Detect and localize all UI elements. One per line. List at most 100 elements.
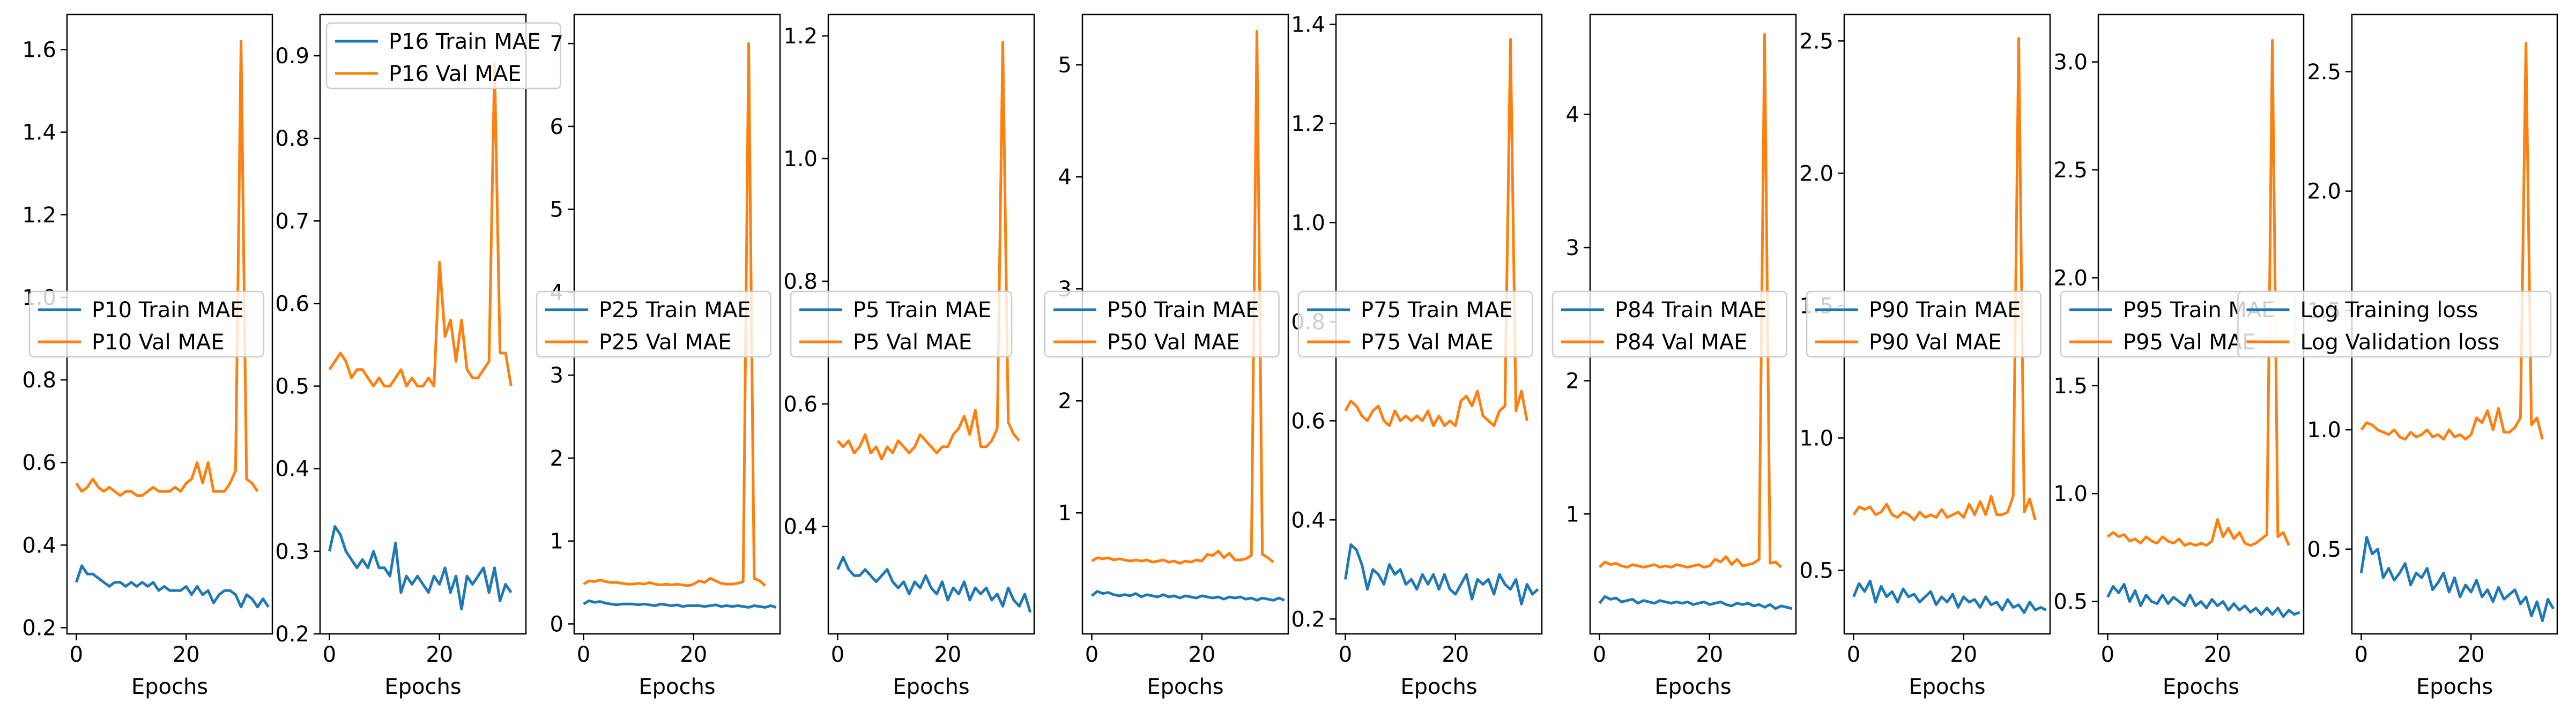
y-tick-label: 2.5	[2053, 158, 2088, 183]
x-tick-label: 0	[831, 642, 844, 667]
legend-label: P95 Val MAE	[2123, 330, 2255, 355]
series-line-val	[1598, 33, 1783, 569]
x-tick-label: 0	[1085, 642, 1098, 667]
subplot-7: 0 20 1 2 3 4 Epochs P84 Train MAE P84 Val MAE	[1551, 13, 1797, 699]
series-line-val	[836, 41, 1021, 461]
x-tick-label: 0	[1593, 642, 1606, 667]
legend-label: P90 Train MAE	[1869, 298, 2021, 323]
series-line-val	[328, 63, 513, 388]
y-tick-label: 0.9	[275, 44, 309, 69]
legend-box	[1297, 290, 1533, 358]
y-tick-label: 2	[550, 446, 563, 471]
x-tick-label: 20	[1950, 642, 1977, 667]
y-tick-label: 2.0	[2053, 266, 2088, 290]
y-tick-label: 2.5	[2307, 60, 2341, 85]
series-line-train	[328, 525, 513, 611]
y-tick-label: 5	[550, 198, 563, 222]
legend-box	[790, 290, 1013, 358]
x-tick-label: 0	[323, 642, 336, 667]
y-tick-label: 6	[550, 115, 563, 139]
legend: P16 Train MAE P16 Val MAE	[325, 22, 561, 89]
legend: P10 Train MAE P10 Val MAE	[28, 290, 264, 358]
series-line-train	[75, 564, 270, 609]
y-tick-label: 3.0	[2053, 50, 2088, 75]
legend: P90 Train MAE P90 Val MAE	[1806, 290, 2042, 358]
x-axis-label: Epochs	[639, 675, 715, 699]
y-tick-label: 1.6	[22, 38, 56, 63]
series-line-val	[1852, 37, 2037, 522]
y-tick-label: 0.4	[275, 457, 309, 482]
x-tick-label: 0	[1339, 642, 1352, 667]
x-tick-label: 0	[1847, 642, 1860, 667]
legend-label: P90 Val MAE	[1869, 330, 2001, 355]
y-tick-label: 1	[550, 529, 563, 554]
y-tick-label: 1.4	[1291, 12, 1325, 37]
x-tick-label: 20	[2204, 642, 2231, 667]
legend-box	[1044, 290, 1280, 358]
y-tick-label: 1.4	[22, 121, 56, 145]
legend-label: P75 Val MAE	[1361, 330, 1493, 355]
x-tick-label: 0	[2101, 642, 2114, 667]
legend-box	[325, 22, 561, 89]
series-line-train	[1598, 595, 1793, 610]
series-line-train	[2106, 582, 2300, 618]
x-axis-label: Epochs	[1400, 675, 1477, 699]
series-line-train	[1344, 543, 1539, 605]
legend-label: P84 Val MAE	[1615, 330, 1747, 355]
x-tick-label: 0	[70, 642, 83, 667]
y-tick-label: 1.2	[1291, 111, 1325, 136]
legend: Log Training loss Log Validation loss	[2237, 290, 2552, 358]
legend-box	[2237, 290, 2552, 358]
x-axis-label: Epochs	[2416, 675, 2493, 699]
y-tick-label: 0.2	[275, 622, 309, 647]
y-tick-label: 1.2	[783, 24, 818, 49]
legend-box	[1551, 290, 1787, 358]
series-line-train	[1090, 590, 1285, 602]
series-line-val	[583, 42, 766, 587]
y-tick-label: 2.0	[1799, 161, 1833, 186]
y-tick-label: 0.6	[22, 451, 56, 475]
legend: P25 Train MAE P25 Val MAE	[536, 290, 771, 358]
y-tick-label: 2.5	[1799, 29, 1833, 54]
x-tick-label: 20	[173, 642, 200, 667]
legend: P5 Train MAE P5 Val MAE	[790, 290, 1013, 358]
legend-label: P50 Train MAE	[1107, 298, 1259, 323]
series-line-val	[1344, 38, 1528, 428]
x-tick-label: 0	[577, 642, 590, 667]
legend-label: P50 Val MAE	[1107, 330, 1239, 355]
x-tick-label: 20	[426, 642, 453, 667]
y-tick-label: 5	[1058, 53, 1072, 78]
y-tick-label: 0.7	[275, 209, 309, 234]
legend-label: P25 Val MAE	[599, 330, 731, 355]
subplot-9: 0 20 0.5 1.0 1.5 2.0 2.5 3.0 Epochs P95 Train MAE…	[2053, 13, 2305, 699]
x-tick-label: 20	[934, 642, 961, 667]
y-tick-label: 0.2	[22, 616, 56, 640]
legend-label: P10 Train MAE	[92, 298, 244, 323]
y-tick-label: 0.4	[1291, 508, 1325, 533]
legend-box	[536, 290, 771, 358]
y-tick-label: 1.0	[2053, 482, 2088, 506]
legend-box	[28, 290, 264, 358]
y-tick-label: 2.0	[2307, 180, 2341, 204]
y-tick-label: 1.0	[1291, 211, 1325, 235]
legend-box	[1806, 290, 2042, 358]
series-line-train	[2359, 536, 2555, 622]
y-tick-label: 0	[550, 612, 563, 637]
series-line-val	[2106, 39, 2290, 547]
series-line-val	[1091, 29, 1274, 565]
y-tick-label: 0.5	[275, 375, 309, 399]
x-tick-label: 0	[2355, 642, 2368, 667]
y-tick-label: 0.5	[1799, 558, 1833, 583]
legend-label: P16 Val MAE	[389, 62, 521, 86]
legend-label: P25 Train MAE	[599, 298, 751, 323]
y-tick-label: 4	[1058, 165, 1072, 190]
